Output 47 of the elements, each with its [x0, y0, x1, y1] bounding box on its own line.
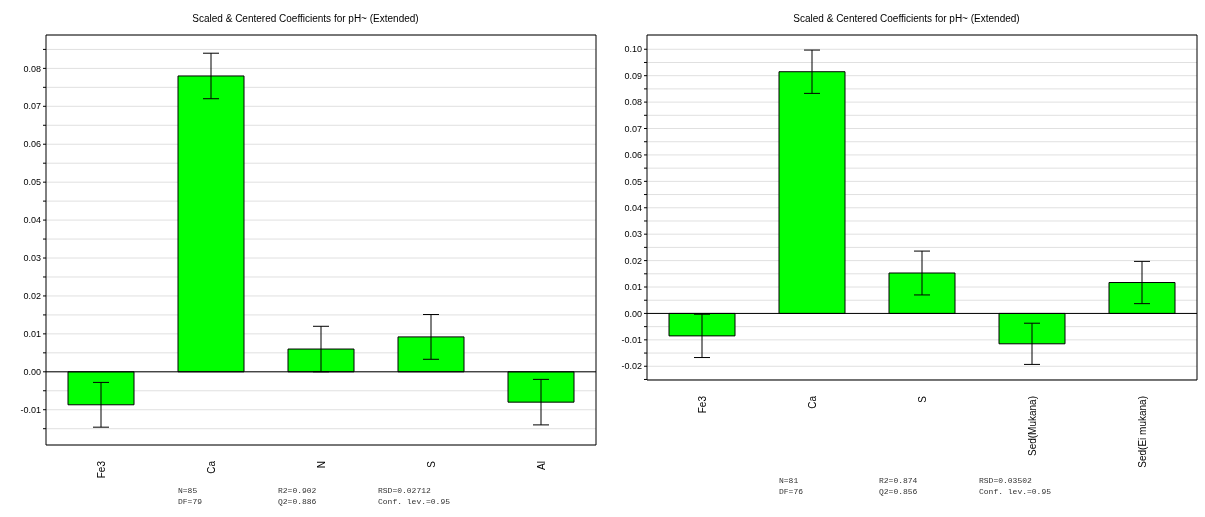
text: Q2=0.886 — [278, 496, 318, 507]
x-tick-label: S — [426, 460, 437, 468]
y-tick-label: 0.08 — [23, 63, 41, 74]
text: R2=0.874 — [879, 475, 919, 486]
x-tick-label: Sed(Ei mukana) — [1137, 396, 1148, 468]
text: Conf. lev.=0.95 — [979, 486, 1052, 497]
y-tick-label: 0.07 — [23, 101, 41, 112]
y-tick-label: 0.03 — [624, 229, 642, 240]
y-tick-label: 0.03 — [23, 253, 41, 264]
text: N=85 — [178, 485, 199, 496]
y-tick-label: -0.02 — [621, 361, 642, 372]
x-tick-label: Al — [536, 461, 547, 470]
chart-title: Scaled & Centered Coefficients for pH~ (Extended) — [792, 12, 1021, 26]
x-tick-label: Fe3 — [96, 460, 107, 479]
y-tick-label: 0.06 — [23, 139, 41, 150]
y-tick-label: 0.00 — [624, 308, 642, 319]
text: RSD=0.03502 — [979, 475, 1033, 486]
text: RSD=0.02712 — [378, 485, 432, 496]
y-tick-label: 0.10 — [624, 44, 642, 55]
y-tick-label: 0.06 — [624, 150, 642, 161]
y-tick-label: 0.07 — [624, 123, 642, 134]
x-tick-label: Ca — [206, 460, 217, 474]
y-tick-label: 0.08 — [624, 97, 642, 108]
y-tick-label: 0.00 — [23, 366, 41, 377]
y-tick-label: 0.05 — [624, 176, 642, 187]
y-tick-label: 0.01 — [23, 329, 41, 340]
y-tick-label: 0.01 — [624, 282, 642, 293]
x-tick-label: S — [917, 395, 928, 403]
x-tick-label: Fe3 — [697, 395, 708, 414]
text: Conf. lev.=0.95 — [378, 496, 451, 507]
text: DF=76 — [779, 486, 804, 497]
x-tick-label: N — [316, 461, 327, 469]
text: R2=0.902 — [278, 485, 318, 496]
x-tick-label: Sed(Mukana) — [1027, 396, 1038, 457]
text: DF=79 — [178, 496, 203, 507]
y-tick-label: 0.02 — [624, 255, 642, 266]
x-tick-label: Ca — [807, 395, 818, 409]
y-tick-label: 0.05 — [23, 177, 41, 188]
y-tick-label: 0.02 — [23, 291, 41, 302]
chart-title: Scaled & Centered Coefficients for pH~ (Extended) — [191, 12, 420, 26]
text: N=81 — [779, 475, 800, 486]
text: Q2=0.856 — [879, 486, 919, 497]
y-tick-label: -0.01 — [621, 335, 642, 346]
y-tick-label: 0.04 — [624, 202, 642, 213]
y-tick-label: 0.04 — [23, 215, 41, 226]
y-tick-label: -0.01 — [20, 404, 41, 415]
y-tick-label: 0.09 — [624, 70, 642, 81]
